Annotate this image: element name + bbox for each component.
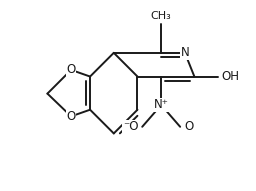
Text: O: O	[184, 120, 193, 133]
Text: N: N	[180, 46, 189, 59]
Text: O: O	[67, 110, 76, 123]
Text: O: O	[67, 63, 76, 76]
Text: OH: OH	[222, 70, 240, 83]
Text: CH₃: CH₃	[151, 11, 172, 21]
Text: ⁻O: ⁻O	[123, 120, 138, 133]
Text: N⁺: N⁺	[154, 99, 169, 112]
